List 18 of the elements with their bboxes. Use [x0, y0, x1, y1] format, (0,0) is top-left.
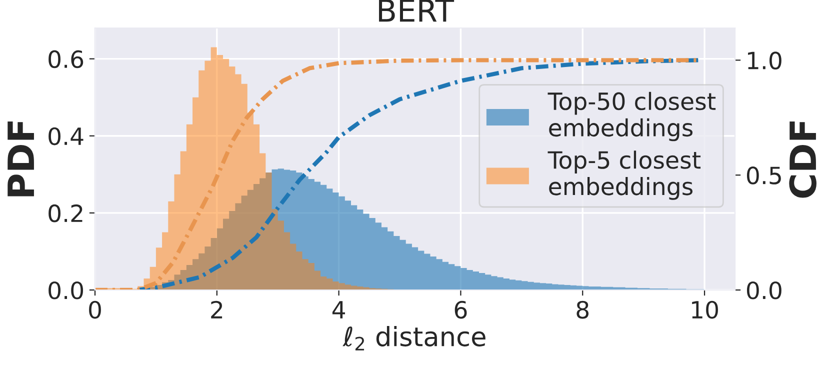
- y2-tick-label: 0.5: [746, 166, 781, 184]
- y-tick-label: 0.2: [48, 204, 82, 222]
- y-tick-label: 0.0: [48, 281, 84, 300]
- x-tick-label: 8: [576, 300, 589, 319]
- x-axis-title: ℓ$_{2}$ distance: [342, 326, 486, 350]
- legend-label: Top-50 closest embeddings: [548, 92, 716, 142]
- x-tick-label: 2: [211, 300, 222, 318]
- x-tick-label: 10: [692, 300, 718, 319]
- y2-tick-label: 0.0: [746, 281, 782, 300]
- legend-label: Top-5 closest embeddings: [548, 150, 701, 200]
- y-tick-label: 0.4: [48, 127, 84, 146]
- y-tick-label: 0.6: [48, 50, 84, 68]
- y2-axis-title: CDF: [789, 121, 816, 198]
- x-tick-label: 6: [454, 300, 467, 319]
- y-axis-title: PDF: [8, 121, 34, 196]
- x-tick-label: 4: [332, 301, 345, 318]
- y2-tick-label: 1.0: [748, 52, 782, 70]
- x-tick-label: 0: [89, 300, 101, 319]
